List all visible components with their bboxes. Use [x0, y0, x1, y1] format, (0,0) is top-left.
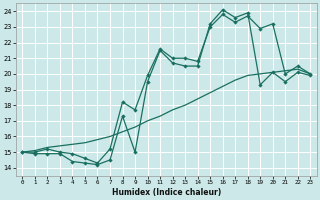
- X-axis label: Humidex (Indice chaleur): Humidex (Indice chaleur): [112, 188, 221, 197]
